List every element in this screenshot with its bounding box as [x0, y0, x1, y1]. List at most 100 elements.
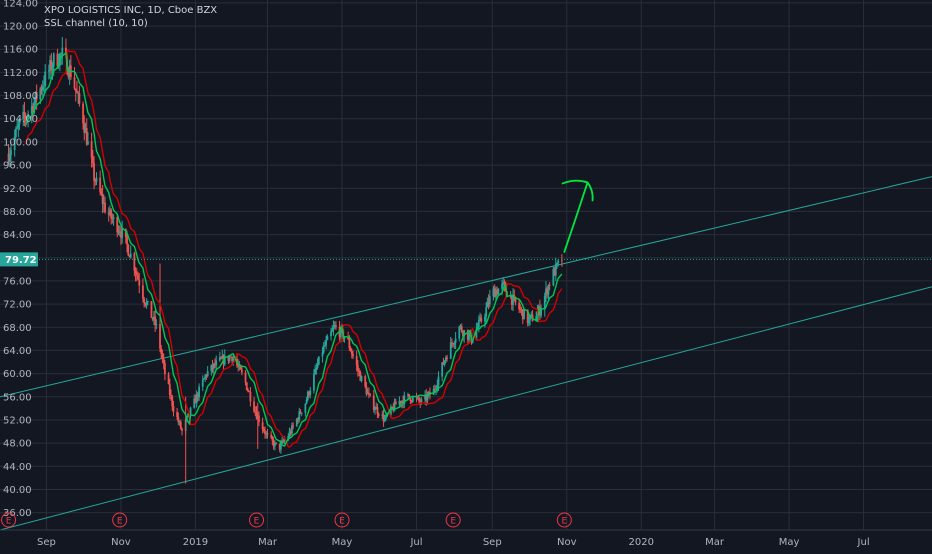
upper-channel-trendline[interactable]	[0, 176, 932, 398]
candle-body	[77, 93, 80, 94]
candle-body	[248, 391, 251, 393]
candle-body	[418, 397, 420, 401]
candle-body	[155, 323, 158, 326]
candle-body	[280, 442, 282, 450]
candle-body	[232, 358, 235, 362]
candle-body	[41, 86, 44, 91]
candle-body	[237, 365, 240, 367]
candle-body	[110, 209, 113, 219]
candle-body	[453, 342, 456, 345]
candle-body	[181, 428, 183, 431]
candle-body	[99, 177, 102, 193]
candle-body	[496, 290, 499, 295]
candle-body	[364, 376, 367, 387]
candle-body	[227, 355, 230, 361]
candle-body	[391, 406, 393, 409]
candle-body	[509, 296, 512, 298]
candle-body	[449, 342, 452, 359]
earnings-marker[interactable]	[1, 512, 17, 528]
candle-body	[304, 403, 307, 413]
y-tick-label: 100.00	[3, 137, 38, 148]
y-tick-label: 104.00	[3, 114, 38, 125]
earnings-marker[interactable]	[445, 512, 461, 528]
candle-body	[393, 401, 396, 411]
candle-body	[376, 407, 379, 414]
candle-body	[146, 301, 149, 303]
candle-body	[292, 425, 295, 427]
candle-body	[244, 372, 247, 383]
candle-body	[23, 111, 26, 117]
candle-body	[211, 364, 214, 369]
candle-body	[134, 270, 137, 274]
candle-body	[410, 401, 413, 402]
x-tick-label: Nov	[111, 537, 131, 548]
candle-body	[144, 302, 147, 306]
earnings-marker[interactable]	[556, 512, 572, 528]
y-tick-label: 72.00	[3, 300, 32, 311]
y-tick-label: 96.00	[3, 161, 32, 172]
candle-body	[275, 442, 277, 444]
symbol-title[interactable]: XPO LOGISTICS INC, 1D, Cboe BZX	[44, 5, 218, 16]
trendlines[interactable]	[0, 176, 932, 531]
candle-body	[194, 398, 197, 404]
candle-body	[32, 106, 34, 113]
candle-body	[365, 386, 368, 395]
annotation-arrow-head[interactable]	[561, 179, 594, 202]
earnings-marker[interactable]	[112, 512, 128, 528]
candle-body	[325, 340, 328, 346]
candle-body	[231, 356, 233, 362]
candle-body	[398, 401, 401, 405]
candle-body	[176, 411, 179, 418]
candle-body	[101, 194, 104, 204]
candle-body	[383, 418, 386, 422]
candle-body	[264, 431, 266, 435]
candle-body	[142, 285, 144, 299]
candle-body	[419, 400, 422, 403]
x-tick-label: May	[332, 537, 353, 548]
x-tick-label: Jul	[857, 537, 870, 548]
candle-body	[261, 422, 264, 430]
candle-body	[400, 400, 403, 404]
candle-body	[374, 409, 376, 411]
candle-body	[49, 60, 51, 71]
candle-body	[348, 339, 351, 348]
candle-body	[145, 302, 148, 306]
candle-body	[512, 294, 514, 305]
lower-channel-trendline[interactable]	[0, 286, 932, 531]
y-tick-label: 92.00	[3, 184, 32, 195]
candle-body	[519, 309, 522, 310]
annotation-arrow-shaft[interactable]	[563, 181, 589, 253]
candle-body	[50, 60, 53, 71]
candle-body	[444, 357, 447, 361]
earnings-marker[interactable]	[334, 512, 350, 528]
earnings-marker[interactable]	[249, 512, 265, 528]
candle-body	[520, 309, 523, 311]
candle-body	[530, 314, 533, 317]
candle-body	[34, 91, 37, 102]
candle-body	[526, 309, 529, 324]
candle-body	[220, 357, 222, 359]
candle-body	[254, 411, 257, 413]
candle-body	[315, 367, 318, 370]
x-axis[interactable]: Sep Nov 2019 Mar May Jul Sep Nov 2020 Mar May Jul	[0, 529, 932, 548]
candle-body	[170, 394, 172, 397]
candle-body	[283, 439, 286, 442]
candle-body	[394, 401, 397, 405]
chart-legend: XPO LOGISTICS INC, 1D, Cboe BZX SSL chan…	[44, 4, 217, 30]
candle-body	[177, 417, 180, 423]
candle-body	[93, 163, 95, 181]
candle-body	[332, 327, 335, 330]
candle-body	[547, 285, 550, 295]
indicator-label[interactable]: SSL channel (10, 10)	[44, 18, 148, 29]
candle-body	[91, 157, 94, 164]
candle-body	[369, 393, 372, 396]
candle-body	[288, 431, 291, 436]
candle-body	[330, 331, 332, 337]
candle-body	[39, 88, 42, 100]
y-axis[interactable]: 124.00 120.00 116.00 112.00 108.00 104.00 100.…	[0, 0, 38, 519]
candle-body	[529, 316, 532, 320]
annotations[interactable]	[561, 179, 594, 253]
